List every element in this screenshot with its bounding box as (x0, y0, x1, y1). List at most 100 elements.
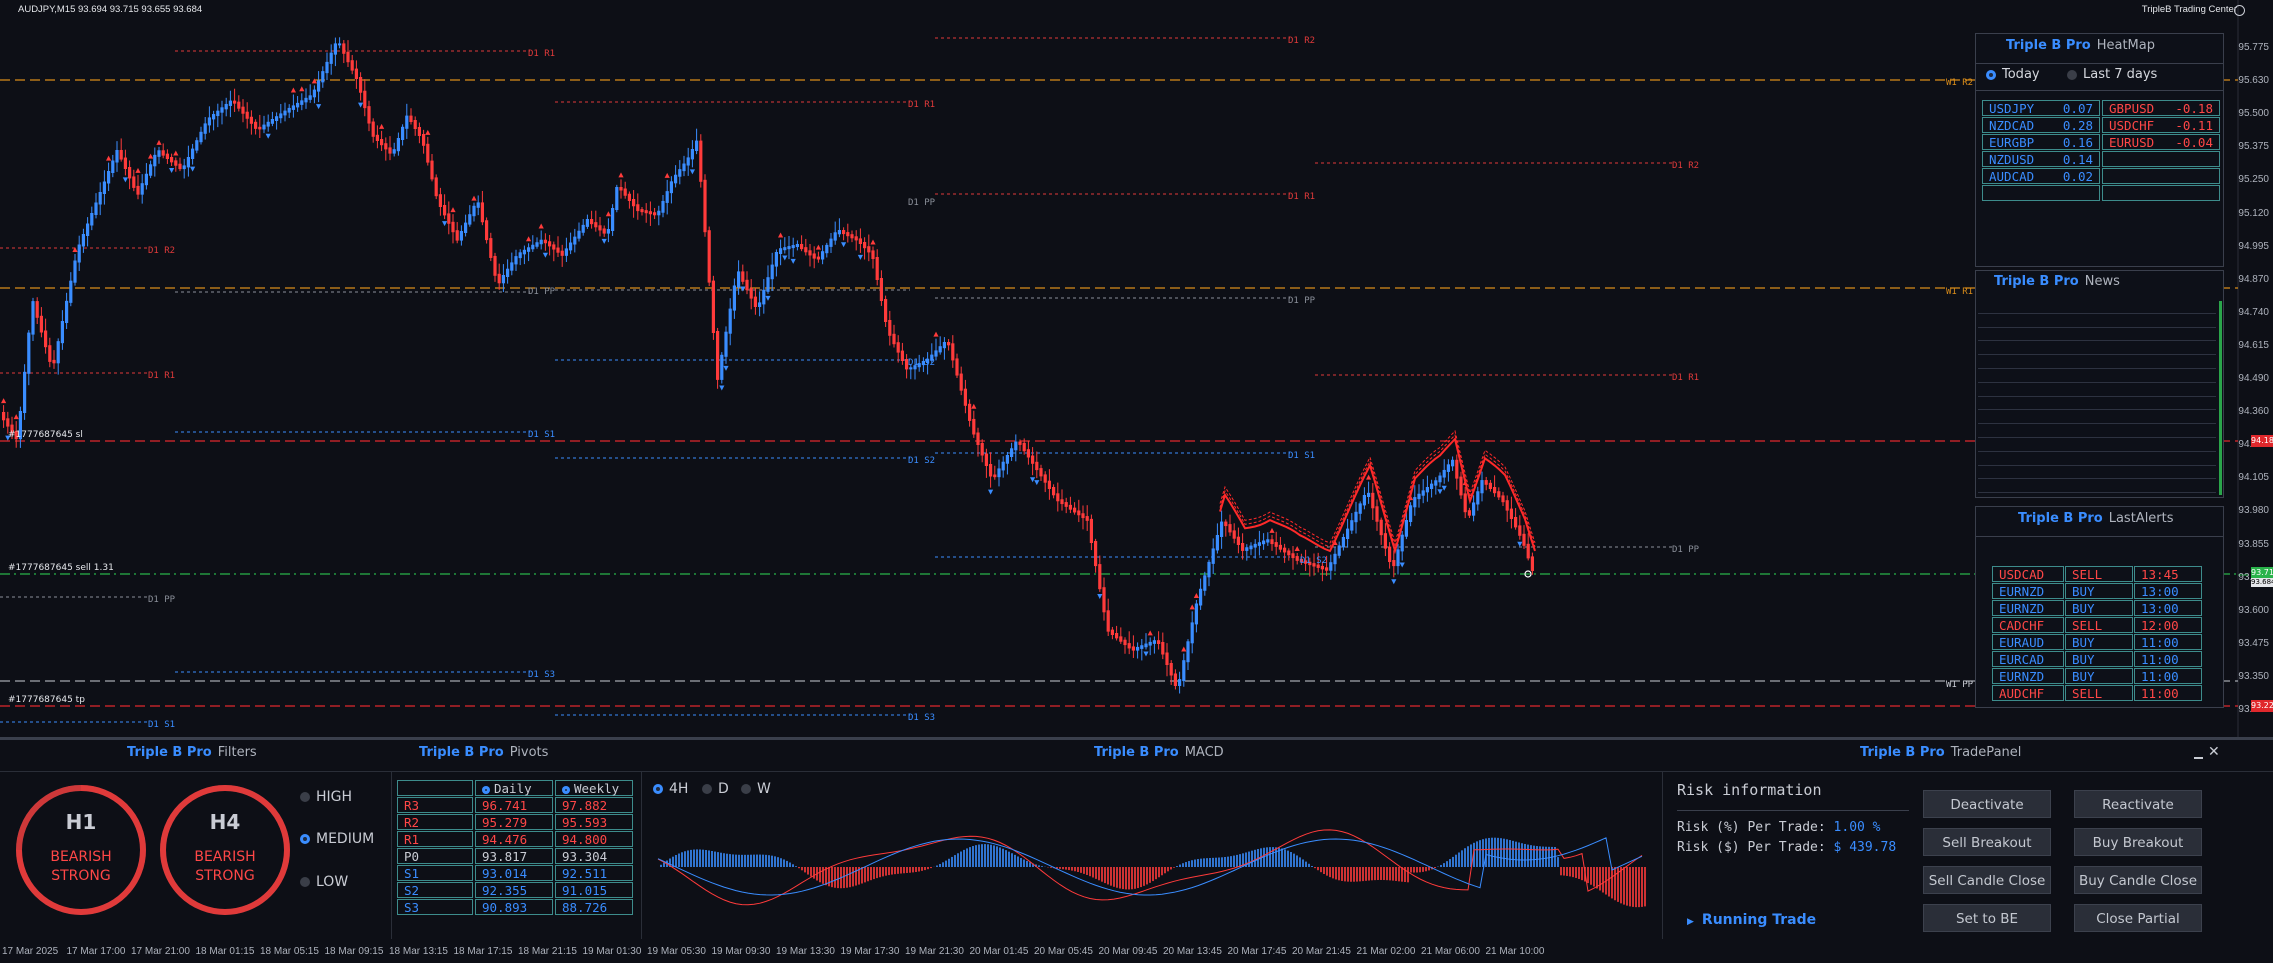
candle (833, 232, 837, 241)
candle (552, 244, 556, 250)
risk-pct-value: 1.00 % (1833, 820, 1881, 835)
heatmap-value: 0.28 (2062, 118, 2093, 133)
news-row[interactable] (1978, 300, 2216, 314)
heatmap-opt-last7[interactable]: Last 7 days (2067, 67, 2157, 82)
macd-tf-4h[interactable]: 4H (653, 781, 688, 797)
buy-breakout-button[interactable]: Buy Breakout (2074, 828, 2202, 856)
candle (157, 150, 161, 157)
pivot-name: S1 (397, 865, 473, 881)
radio-empty-icon (2067, 69, 2077, 80)
radio-selected-icon (482, 785, 490, 794)
candle (653, 212, 657, 216)
candle (186, 157, 190, 168)
level-medium[interactable]: MEDIUM (300, 831, 374, 847)
candle (23, 371, 27, 413)
buy-arrow-icon (765, 295, 771, 301)
news-title-text: News (2084, 274, 2120, 289)
candle (640, 209, 644, 213)
candle (1207, 561, 1211, 578)
candle (1178, 679, 1182, 686)
pivot-daily: 93.014 (475, 865, 553, 881)
candle (795, 244, 799, 248)
candle (212, 114, 216, 120)
pivot-label: D1 S2 (908, 358, 936, 368)
news-row[interactable] (1978, 355, 2216, 369)
buy-arrow-icon (1097, 593, 1103, 599)
candle (1476, 491, 1480, 505)
news-row[interactable] (1978, 438, 2216, 452)
sell-candle-close-button[interactable]: Sell Candle Close (1923, 866, 2051, 894)
sell-arrow-icon (106, 155, 112, 161)
pivots-title-text: Pivots (509, 745, 549, 760)
news-row[interactable] (1978, 466, 2216, 480)
macd-tf-d-label: D (718, 781, 729, 797)
candle (1094, 541, 1098, 567)
buy-candle-close-button[interactable]: Buy Candle Close (2074, 866, 2202, 894)
news-row[interactable] (1978, 479, 2216, 494)
level-low[interactable]: LOW (300, 874, 348, 890)
news-row[interactable] (1978, 328, 2216, 342)
buy-arrow-icon (169, 168, 175, 174)
deactivate-button[interactable]: Deactivate (1923, 790, 2051, 818)
macd-title-text: MACD (1184, 745, 1224, 760)
close-partial-button[interactable]: Close Partial (2074, 904, 2202, 932)
heatmap-opt-today[interactable]: Today (1986, 67, 2040, 82)
candle (1367, 492, 1371, 497)
macd-tf-4h-label: 4H (669, 781, 689, 797)
news-row[interactable] (1978, 397, 2216, 411)
candle (1455, 459, 1459, 479)
news-row[interactable] (1978, 383, 2216, 397)
sell-label: #1777687645 sell 1.31 (8, 563, 114, 573)
candle (1316, 564, 1320, 568)
level-high[interactable]: HIGH (300, 789, 352, 805)
candle (569, 242, 573, 251)
time-tick: 19 Mar 13:30 (776, 946, 835, 957)
news-row[interactable] (1978, 424, 2216, 438)
minimize-icon[interactable] (2194, 757, 2203, 759)
set-to-be-button[interactable]: Set to BE (1923, 904, 2051, 932)
buy-arrow-icon (1030, 477, 1036, 483)
pivot-name: S3 (397, 899, 473, 915)
candle (1182, 660, 1186, 682)
candle (875, 257, 879, 280)
heatmap-pair: NZDCAD (1989, 118, 2035, 133)
buy-arrow-icon (265, 133, 271, 139)
news-row[interactable] (1978, 314, 2216, 328)
candle (581, 224, 585, 233)
h4-strength: STRONG (195, 868, 255, 884)
candle (283, 110, 287, 116)
news-scrollbar[interactable] (2219, 301, 2222, 495)
news-row[interactable] (1978, 369, 2216, 383)
risk-usd-value: $ 439.78 (1833, 840, 1897, 855)
reactivate-button[interactable]: Reactivate (2074, 790, 2202, 818)
risk-pct-row: Risk (%) Per Trade: 1.00 % (1677, 820, 1881, 835)
candle (594, 222, 598, 228)
sell-breakout-button[interactable]: Sell Breakout (1923, 828, 2051, 856)
dashboard (0, 740, 2273, 943)
candle (1514, 517, 1518, 528)
news-row[interactable] (1978, 452, 2216, 466)
candle (1262, 540, 1266, 545)
candle (237, 101, 241, 109)
macd-tf-d[interactable]: D (702, 781, 729, 797)
candle (136, 185, 140, 195)
macd-title: Triple B Pro MACD (1094, 745, 1224, 760)
news-row[interactable] (1978, 410, 2216, 425)
candle (522, 249, 526, 255)
candle (430, 160, 434, 180)
candle (858, 238, 862, 244)
time-tick: 19 Mar 17:30 (840, 946, 900, 957)
close-icon[interactable]: ✕ (2208, 744, 2220, 760)
price-tick: 95.375 (2238, 141, 2269, 153)
candle (1400, 534, 1404, 552)
radio-empty-icon (702, 784, 712, 794)
news-row[interactable] (1978, 341, 2216, 356)
macd-tf-w[interactable]: W (741, 781, 771, 797)
candle (825, 244, 829, 254)
running-trade-label: Running Trade (1701, 912, 1817, 928)
candle (728, 308, 732, 334)
running-trade-toggle[interactable]: ▶ Running Trade (1687, 912, 1816, 928)
pivot-label: D1 PP (528, 287, 556, 297)
candle (984, 453, 988, 466)
candle (1136, 646, 1140, 651)
